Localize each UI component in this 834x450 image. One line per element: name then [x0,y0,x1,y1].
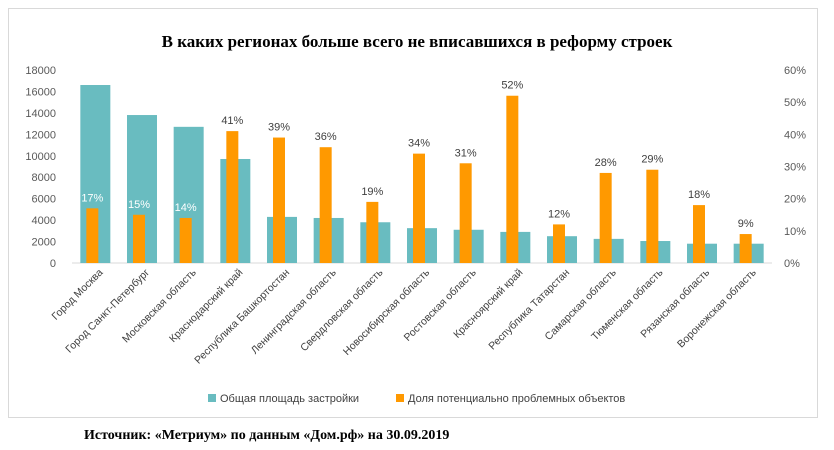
y-left-tick-label: 10000 [25,151,56,163]
y-left-tick-label: 4000 [32,215,56,227]
y-right-tick-label: 50% [784,97,806,109]
bar-share [413,153,425,263]
bar-share-data-label: 41% [221,115,243,127]
y-right-tick-label: 40% [784,129,806,141]
bar-share [693,205,705,263]
x-category-label: Республика Башкортостан [192,267,292,367]
chart: 0 2000 4000 6000 8000 10000 12000 14000 16000 180… [25,65,806,405]
y-left-tick-label: 8000 [32,172,56,184]
y-right-tick-label: 30% [784,162,806,174]
bar-share-data-label: 39% [268,122,290,134]
bar-share-data-label: 29% [641,154,663,166]
y-left-tick-label: 0 [50,258,56,270]
chart-title: В каких регионах больше всего не вписавш… [161,32,673,51]
source-note: Источник: «Метриум» по данным «Дом.рф» н… [84,428,450,443]
bar-share [86,208,99,263]
bar-share [553,224,565,263]
bar-share [273,137,285,263]
y-left-tick-label: 16000 [25,86,56,98]
y-left-tick-label: 6000 [32,194,56,206]
bar-share [226,131,239,263]
x-category-label: Ленинградская область [249,266,339,356]
bar-share [179,217,192,263]
y-right-tick-label: 10% [784,226,806,238]
bar-share-data-label: 17% [81,192,103,204]
legend-swatch-area [208,394,216,402]
bar-share-data-label: 31% [455,147,477,159]
bar-share-data-label: 19% [361,186,383,198]
y-right-tick-label: 20% [784,194,806,206]
bar-share [459,163,472,263]
y-right-tick-label: 0% [784,258,800,270]
x-category-label: Город Санкт-Петербург [63,267,152,356]
bar-share-data-label: 18% [688,189,710,201]
bar-share-data-label: 36% [315,131,337,143]
bar-share [319,147,332,263]
bar-share-data-label: 9% [738,218,754,230]
y-left-tick-label: 18000 [25,65,56,77]
legend-label-area: Общая площадь застройки [220,393,359,405]
bar-share-data-label: 34% [408,138,430,150]
bar-share [646,169,659,263]
y-left-tick-label: 14000 [25,108,56,120]
bar-share-data-label: 52% [501,80,523,92]
bar-share [133,214,145,263]
bar-share-data-label: 14% [175,202,197,214]
y-left-tick-label: 2000 [32,237,56,249]
bar-share-data-label: 15% [128,199,150,211]
x-category-label: Свердловская область [298,266,386,354]
bar-share [506,95,519,263]
bar-share [599,172,612,263]
bar-share-data-label: 12% [548,208,570,220]
y-left-tick-label: 12000 [25,129,56,141]
x-category-label: Республика Татарстан [486,267,572,353]
bar-share-data-label: 28% [595,157,617,169]
legend-swatch-share [396,394,404,402]
legend-label-share: Доля потенциально проблемных объектов [408,393,625,405]
x-category-label: Новосибирская область [341,266,433,358]
x-category-label: Воронежская область [675,266,759,350]
bar-share [739,234,752,263]
bar-share [366,201,379,263]
y-right-tick-label: 60% [784,65,806,77]
